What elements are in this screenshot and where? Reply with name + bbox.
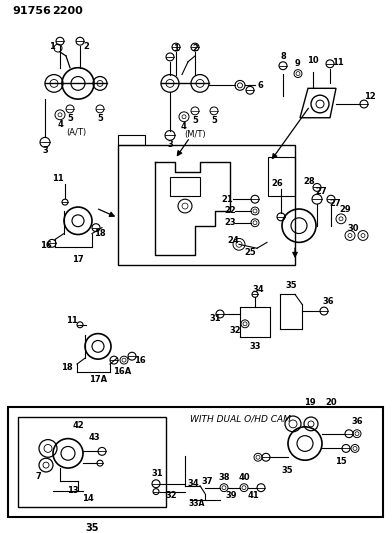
Text: (M/T): (M/T) — [184, 130, 206, 139]
Text: 30: 30 — [347, 224, 359, 233]
Text: 2200: 2200 — [52, 6, 83, 16]
Text: 24: 24 — [227, 236, 239, 245]
Text: 12: 12 — [364, 92, 376, 101]
Text: 36: 36 — [322, 297, 334, 306]
Text: 16: 16 — [134, 356, 146, 365]
Text: 91756: 91756 — [12, 6, 51, 16]
Text: 1: 1 — [173, 44, 179, 53]
Text: 41: 41 — [247, 491, 259, 500]
Text: (A/T): (A/T) — [66, 128, 86, 137]
Text: 28: 28 — [303, 177, 315, 186]
Text: 38: 38 — [218, 473, 230, 482]
Bar — [118, 135, 145, 145]
Text: 20: 20 — [325, 398, 337, 407]
Bar — [268, 157, 295, 196]
Text: 2: 2 — [83, 42, 89, 51]
Text: 8: 8 — [280, 52, 286, 61]
Text: 13: 13 — [67, 486, 79, 495]
Text: 7: 7 — [35, 472, 41, 481]
Text: 5: 5 — [67, 114, 73, 123]
Text: 33: 33 — [249, 342, 261, 351]
Text: 32: 32 — [229, 326, 241, 335]
Bar — [170, 176, 200, 196]
Text: 36: 36 — [351, 417, 363, 426]
Text: 6: 6 — [257, 81, 263, 90]
Text: 15: 15 — [335, 457, 347, 466]
Text: 35: 35 — [285, 281, 297, 290]
Text: 3: 3 — [42, 146, 48, 155]
Text: 10: 10 — [307, 56, 319, 66]
Text: 23: 23 — [224, 218, 236, 227]
Text: 21: 21 — [221, 195, 233, 204]
Text: 11: 11 — [332, 58, 344, 67]
Text: 31: 31 — [151, 470, 163, 479]
Text: 9: 9 — [295, 59, 301, 68]
Text: 31: 31 — [209, 314, 221, 324]
Text: 2: 2 — [192, 44, 198, 53]
Text: 11: 11 — [66, 317, 78, 325]
Text: 4: 4 — [181, 122, 187, 131]
Text: 22: 22 — [224, 206, 236, 215]
Text: 17: 17 — [72, 255, 84, 263]
Text: 29: 29 — [339, 205, 351, 214]
Text: 40: 40 — [238, 473, 250, 482]
Text: 35: 35 — [281, 466, 293, 475]
Text: 4: 4 — [57, 120, 63, 129]
Text: 17A: 17A — [89, 375, 107, 384]
Text: 42: 42 — [72, 422, 84, 430]
Text: 19: 19 — [304, 398, 316, 407]
Text: 14: 14 — [82, 494, 94, 503]
Text: 18: 18 — [61, 364, 73, 373]
Text: 1: 1 — [49, 42, 55, 51]
Bar — [118, 145, 295, 265]
Text: 5: 5 — [97, 114, 103, 123]
Text: 16A: 16A — [113, 367, 131, 376]
Text: 26: 26 — [271, 179, 283, 188]
Text: 33A: 33A — [189, 499, 205, 508]
Text: 11: 11 — [52, 174, 64, 183]
Text: 35: 35 — [85, 523, 99, 533]
Text: 27: 27 — [315, 187, 327, 196]
Text: 32: 32 — [165, 491, 177, 500]
Text: 16: 16 — [40, 241, 52, 250]
Text: 5: 5 — [192, 116, 198, 125]
Text: 25: 25 — [244, 248, 256, 257]
Text: 5: 5 — [211, 116, 217, 125]
Text: 34: 34 — [252, 285, 264, 294]
Bar — [18, 417, 166, 507]
Text: 18: 18 — [94, 229, 106, 238]
Text: 3: 3 — [167, 140, 173, 149]
Text: 43: 43 — [88, 433, 100, 442]
Bar — [8, 407, 383, 517]
Text: 27: 27 — [329, 199, 341, 208]
Text: WITH DUAL O/HD CAM: WITH DUAL O/HD CAM — [190, 415, 291, 424]
Text: 37: 37 — [201, 477, 213, 486]
Text: 39: 39 — [225, 491, 237, 500]
Text: 34: 34 — [187, 479, 199, 488]
